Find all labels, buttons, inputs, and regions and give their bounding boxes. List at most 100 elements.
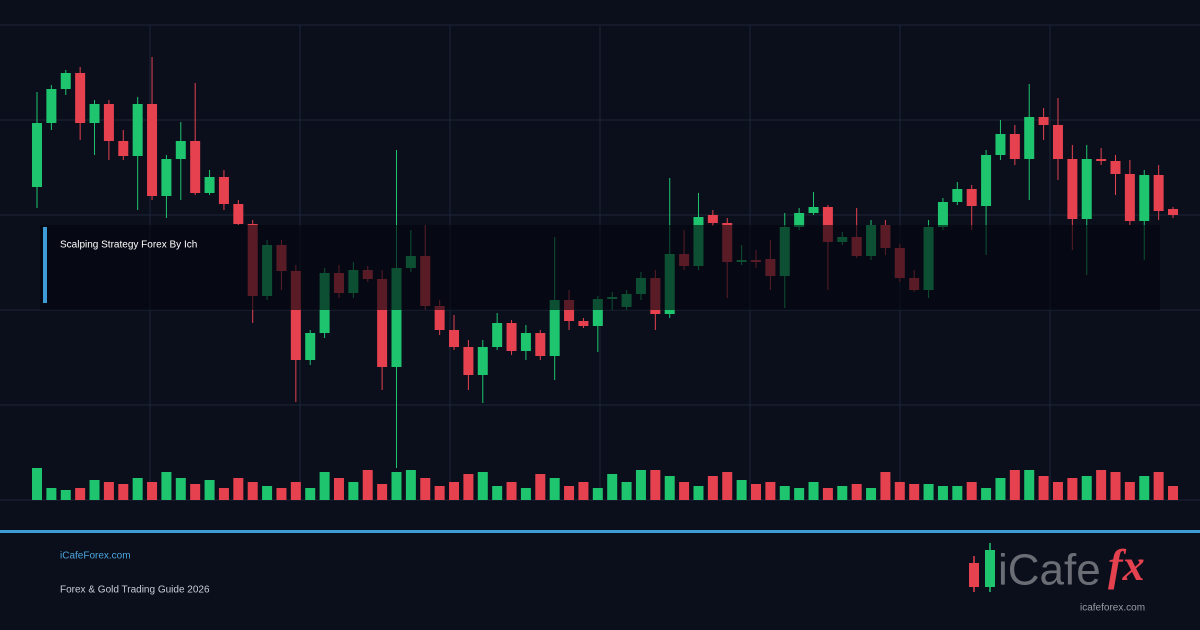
volume-bar <box>564 486 575 500</box>
volume-bar <box>1096 470 1107 500</box>
candle-body <box>190 141 201 193</box>
candle-body <box>506 323 517 351</box>
volume-bar <box>1024 470 1035 500</box>
volume-bar <box>204 480 215 500</box>
volume-bar <box>132 478 143 500</box>
candle-body <box>434 306 445 330</box>
volume-bar <box>1139 476 1150 500</box>
divider <box>0 530 1200 533</box>
volume-bar <box>937 486 948 500</box>
volume-bar <box>765 482 776 500</box>
candle-body <box>966 189 977 206</box>
volume-bar <box>477 472 488 500</box>
volume-bar <box>722 472 733 500</box>
candle-body <box>808 207 819 213</box>
volume-bar <box>118 484 129 500</box>
footer-tagline: Forex & Gold Trading Guide 2026 <box>60 585 210 596</box>
volume-bar <box>650 470 661 500</box>
candle-body <box>520 333 531 351</box>
volume-bar <box>305 488 316 500</box>
volume-bar <box>535 474 546 500</box>
volume-bar <box>794 488 805 500</box>
candle-body <box>1110 161 1121 174</box>
candle-body <box>89 104 100 123</box>
volume-bar <box>952 486 963 500</box>
volume-bar <box>880 472 891 500</box>
volume-bar <box>923 484 934 500</box>
volume-bar <box>405 470 416 500</box>
footer-site: iCafeForex.com <box>60 551 131 562</box>
volume-bar <box>1052 482 1063 500</box>
logo: iCafe fx icafeforex.com <box>969 541 1145 614</box>
candle-body <box>46 89 57 123</box>
volume-bar <box>32 468 42 500</box>
volume-bar <box>1110 472 1121 500</box>
volume-bar <box>578 482 589 500</box>
volume-bar <box>1153 472 1164 500</box>
volume-bar <box>75 488 86 500</box>
volume-bar <box>463 474 474 500</box>
volume-bar <box>434 486 445 500</box>
candle-body <box>1009 134 1020 159</box>
volume-bar <box>247 482 258 500</box>
volume-bar <box>420 478 431 500</box>
volume-bar <box>190 484 201 500</box>
candle-body <box>952 189 963 202</box>
candle-body <box>463 347 474 375</box>
volume-bar <box>377 484 388 500</box>
candle-body <box>449 330 460 347</box>
candle-body <box>290 271 301 360</box>
volume-bar <box>981 488 992 500</box>
candle-body <box>535 333 546 356</box>
volume-bar <box>837 486 848 500</box>
volume-bar <box>161 472 172 500</box>
candle-body <box>147 104 158 196</box>
candle-body <box>981 155 992 206</box>
candle-body <box>1081 159 1092 219</box>
volume-bar <box>262 486 273 500</box>
candle-body <box>204 177 215 193</box>
candle-body <box>132 104 143 156</box>
volume-bar <box>492 486 503 500</box>
volume-bar <box>549 478 560 500</box>
volume-bar <box>147 482 158 500</box>
candle-body <box>1096 159 1107 161</box>
candle-body <box>1153 175 1164 211</box>
candle-body <box>937 202 948 227</box>
candle-body <box>1052 125 1063 159</box>
volume-bar <box>103 482 114 500</box>
volume-bar <box>866 488 877 500</box>
volume-bar <box>751 484 761 500</box>
candle-body <box>391 268 402 367</box>
volume-bar <box>333 478 344 500</box>
volume-bar <box>1009 470 1020 500</box>
candle-body <box>103 104 114 141</box>
candle-body <box>477 347 488 375</box>
candle-body <box>1124 174 1135 221</box>
volume-bar <box>218 488 229 500</box>
volume-bar <box>736 480 747 500</box>
candle-body <box>60 73 71 89</box>
volume-bar <box>520 488 531 500</box>
volume-bar <box>621 482 632 500</box>
volume-bar <box>362 470 373 500</box>
volume-bar <box>909 484 920 500</box>
volume-bar <box>592 488 603 500</box>
candle-body <box>1038 117 1049 125</box>
candle-body <box>592 299 603 326</box>
volume-bar <box>607 474 618 500</box>
candle-body <box>218 177 229 204</box>
logo-mark: fx <box>1108 541 1145 590</box>
candle-body <box>233 204 244 224</box>
candle-body <box>492 323 503 347</box>
candle-body <box>549 300 560 356</box>
volume-bar <box>664 476 675 500</box>
candle-body <box>794 213 805 227</box>
volume-bar <box>1081 476 1092 500</box>
candle-body <box>1024 117 1035 159</box>
volume-bar <box>290 482 301 500</box>
candle-body <box>564 300 575 321</box>
candle-body <box>578 321 589 326</box>
candle-body <box>32 123 42 187</box>
candle-body <box>707 215 718 223</box>
